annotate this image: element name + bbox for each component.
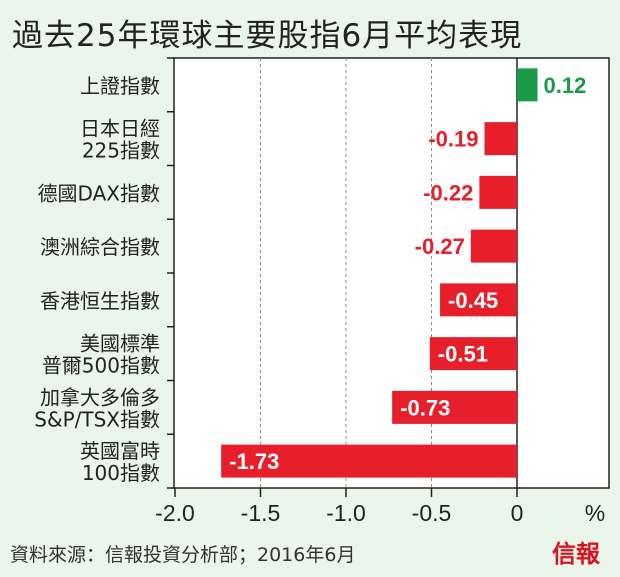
data-label: -0.45: [448, 288, 498, 313]
plot-area: [173, 57, 610, 489]
category-label: 加拿大多倫多: [40, 385, 160, 409]
x-tick-label: -0.5: [412, 500, 452, 526]
category-label: 日本日經: [80, 117, 160, 141]
bar: [429, 337, 517, 371]
category-label: 100指數: [82, 461, 160, 485]
category-label: 德國DAX指數: [38, 181, 160, 205]
source-note: 資料來源：信報投資分析部；2016年6月: [10, 544, 356, 566]
category-label: 普爾500指數: [42, 354, 160, 378]
bar: [484, 122, 517, 156]
bar: [221, 444, 518, 478]
bar: [470, 229, 517, 263]
data-label: -0.27: [415, 234, 465, 259]
data-label: 0.12: [544, 73, 587, 98]
x-tick-label: -1.0: [326, 500, 366, 526]
bar: [392, 390, 517, 424]
bar: [440, 283, 517, 317]
category-label: 香港恒生指數: [40, 289, 160, 313]
category-label: S&P/TSX指數: [34, 407, 160, 431]
data-label: -0.19: [428, 127, 478, 152]
x-axis-unit: %: [585, 500, 605, 526]
bar: [479, 175, 517, 209]
x-tick-label: -2.0: [155, 500, 195, 526]
category-label: 美國標準: [80, 332, 160, 356]
publisher-logo: 信報: [552, 539, 600, 568]
x-tick-label: -1.5: [241, 500, 281, 526]
data-label: -0.51: [438, 342, 488, 367]
data-label: -0.22: [423, 180, 473, 205]
data-label: -1.73: [229, 449, 279, 474]
bar: [517, 68, 538, 102]
chart-title: 過去25年環球主要股指6月平均表現: [12, 18, 523, 54]
category-label: 225指數: [82, 139, 160, 163]
data-label: -0.73: [400, 395, 450, 420]
category-label: 上證指數: [80, 74, 160, 98]
x-tick-label: 0: [511, 500, 524, 526]
category-label: 澳洲綜合指數: [40, 235, 160, 259]
category-label: 英國富時: [80, 439, 160, 463]
